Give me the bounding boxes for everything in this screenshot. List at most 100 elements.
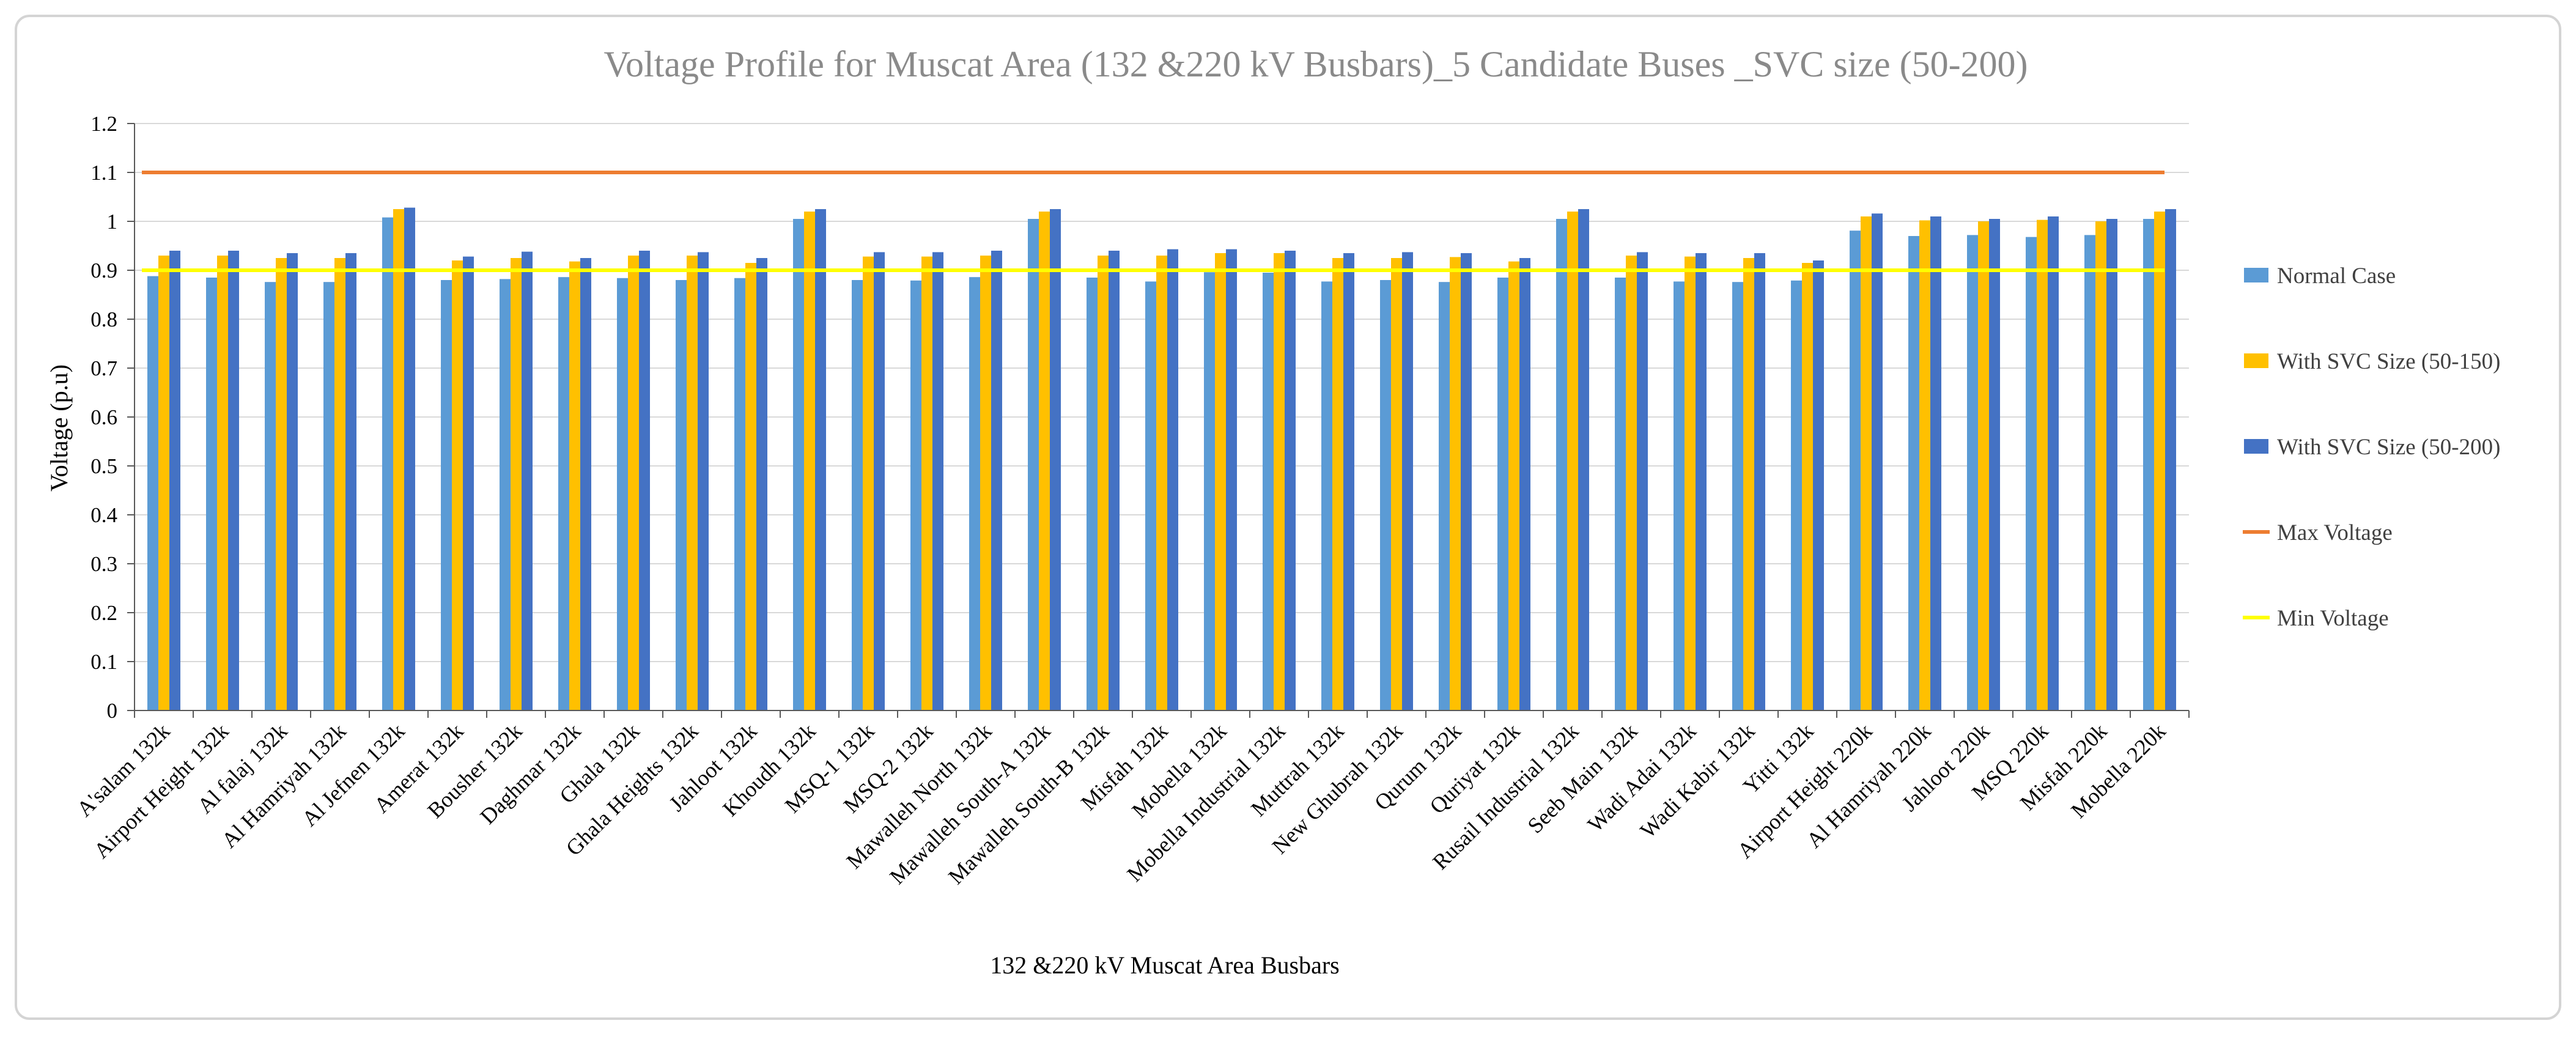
- bar-normal-case: [441, 280, 452, 710]
- bar-with-svc-size-50-150: [1215, 253, 1226, 710]
- bar-with-svc-size-50-200: [1343, 253, 1354, 710]
- bar-with-svc-size-50-200: [1813, 260, 1824, 710]
- x-axis-title: 132 &220 kV Muscat Area Busbars: [990, 951, 1339, 979]
- bar-normal-case: [1321, 281, 1332, 710]
- bar-normal-case: [1263, 273, 1274, 710]
- bar-with-svc-size-50-150: [1567, 212, 1578, 710]
- bar-with-svc-size-50-200: [698, 252, 709, 710]
- y-tick-label: 0.1: [90, 650, 117, 674]
- bar-with-svc-size-50-200: [463, 256, 474, 711]
- bar-normal-case: [1439, 282, 1450, 710]
- bar-with-svc-size-50-200: [1461, 253, 1472, 710]
- y-tick-label: 0.5: [90, 454, 117, 478]
- y-tick-label: 0.6: [90, 405, 117, 429]
- y-tick-labels: 0 0.1 0.2 0.3 0.4 0.5 0.6 0.7 0.8 0.9 1 1.1 1.2: [90, 112, 117, 723]
- chart-title: Voltage Profile for Muscat Area (132 &22…: [603, 44, 2028, 84]
- bar-with-svc-size-50-200: [1696, 253, 1707, 710]
- bar-normal-case: [206, 278, 217, 710]
- bar-with-svc-size-50-150: [452, 260, 463, 710]
- bar-normal-case: [1556, 219, 1567, 710]
- bar-with-svc-size-50-200: [2048, 216, 2059, 710]
- bar-normal-case: [734, 278, 745, 710]
- y-tick-label: 0.7: [90, 356, 117, 380]
- bar-with-svc-size-50-150: [2154, 212, 2165, 710]
- legend-label: With SVC Size (50-150): [2277, 349, 2500, 374]
- bar-with-svc-size-50-150: [1098, 256, 1109, 710]
- bar-with-svc-size-50-200: [1930, 216, 1941, 710]
- bar-with-svc-size-50-200: [932, 252, 943, 710]
- x-tick-label: Daghmar 132k: [475, 718, 585, 828]
- bar-with-svc-size-50-150: [1685, 256, 1696, 711]
- bar-with-svc-size-50-150: [1919, 220, 1930, 710]
- bar-with-svc-size-50-150: [1743, 258, 1754, 710]
- bar-with-svc-size-50-200: [874, 252, 885, 710]
- bar-with-svc-size-50-150: [745, 263, 756, 710]
- bar-with-svc-size-50-150: [1039, 212, 1050, 710]
- y-tick-label: 0: [107, 699, 118, 723]
- bar-with-svc-size-50-150: [980, 256, 991, 710]
- bar-with-svc-size-50-200: [1285, 251, 1296, 710]
- bars: [147, 207, 2176, 711]
- bar-normal-case: [1850, 231, 1861, 710]
- axes: [127, 123, 2190, 718]
- bar-with-svc-size-50-150: [276, 258, 287, 710]
- bar-with-svc-size-50-200: [639, 251, 650, 710]
- bar-with-svc-size-50-200: [1109, 251, 1120, 710]
- bar-normal-case: [1732, 282, 1743, 710]
- bar-with-svc-size-50-200: [815, 209, 826, 710]
- bar-normal-case: [500, 279, 511, 710]
- y-tick-label: 0.8: [90, 308, 117, 331]
- bar-with-svc-size-50-150: [569, 261, 580, 711]
- bar-with-svc-size-50-200: [1637, 252, 1648, 710]
- bar-normal-case: [1145, 281, 1156, 710]
- bar-with-svc-size-50-200: [1989, 219, 2000, 710]
- bar-with-svc-size-50-200: [580, 258, 591, 710]
- bar-with-svc-size-50-200: [2106, 219, 2117, 710]
- bar-normal-case: [1791, 280, 1802, 710]
- bar-normal-case: [2084, 235, 2095, 710]
- legend-label: Max Voltage: [2277, 520, 2393, 545]
- bar-normal-case: [1497, 278, 1508, 710]
- bar-normal-case: [1204, 272, 1215, 710]
- bar-with-svc-size-50-150: [511, 258, 522, 710]
- bar-normal-case: [1615, 278, 1626, 710]
- bar-with-svc-size-50-150: [158, 256, 169, 710]
- bar-normal-case: [1087, 278, 1098, 710]
- bar-with-svc-size-50-150: [1156, 256, 1167, 710]
- y-axis-title: Voltage (p.u): [45, 364, 73, 492]
- bar-normal-case: [558, 277, 569, 710]
- bar-with-svc-size-50-150: [217, 256, 228, 710]
- bar-normal-case: [1908, 236, 1919, 710]
- bar-with-svc-size-50-150: [1861, 216, 1872, 710]
- bar-with-svc-size-50-200: [522, 251, 533, 711]
- legend-swatch: [2244, 268, 2268, 282]
- bar-with-svc-size-50-200: [1754, 253, 1765, 710]
- bar-with-svc-size-50-150: [1508, 261, 1519, 711]
- bar-normal-case: [617, 278, 628, 710]
- bar-with-svc-size-50-150: [1978, 221, 1989, 710]
- bar-normal-case: [793, 219, 804, 710]
- bar-with-svc-size-50-200: [404, 207, 415, 711]
- bar-with-svc-size-50-150: [687, 256, 698, 710]
- bar-with-svc-size-50-150: [804, 212, 815, 710]
- bar-with-svc-size-50-150: [1450, 257, 1461, 710]
- bar-with-svc-size-50-150: [2037, 220, 2048, 711]
- bar-normal-case: [2026, 237, 2037, 711]
- bar-with-svc-size-50-200: [345, 253, 356, 710]
- bar-with-svc-size-50-150: [921, 256, 932, 711]
- x-tick-label: Al Jefnen 132k: [297, 718, 410, 831]
- bar-normal-case: [1967, 235, 1978, 710]
- reference-lines: [142, 171, 2165, 272]
- y-tick-label: 1.2: [90, 112, 117, 136]
- y-tick-label: 0.3: [90, 552, 117, 576]
- bar-normal-case: [852, 280, 863, 710]
- bar-normal-case: [2143, 219, 2154, 710]
- y-tick-label: 0.9: [90, 259, 117, 282]
- bar-with-svc-size-50-150: [863, 256, 874, 711]
- legend-label: With SVC Size (50-200): [2277, 435, 2500, 460]
- bar-normal-case: [323, 282, 334, 710]
- bar-with-svc-size-50-150: [393, 209, 404, 710]
- bar-with-svc-size-50-150: [628, 256, 639, 710]
- bar-with-svc-size-50-200: [1578, 209, 1589, 710]
